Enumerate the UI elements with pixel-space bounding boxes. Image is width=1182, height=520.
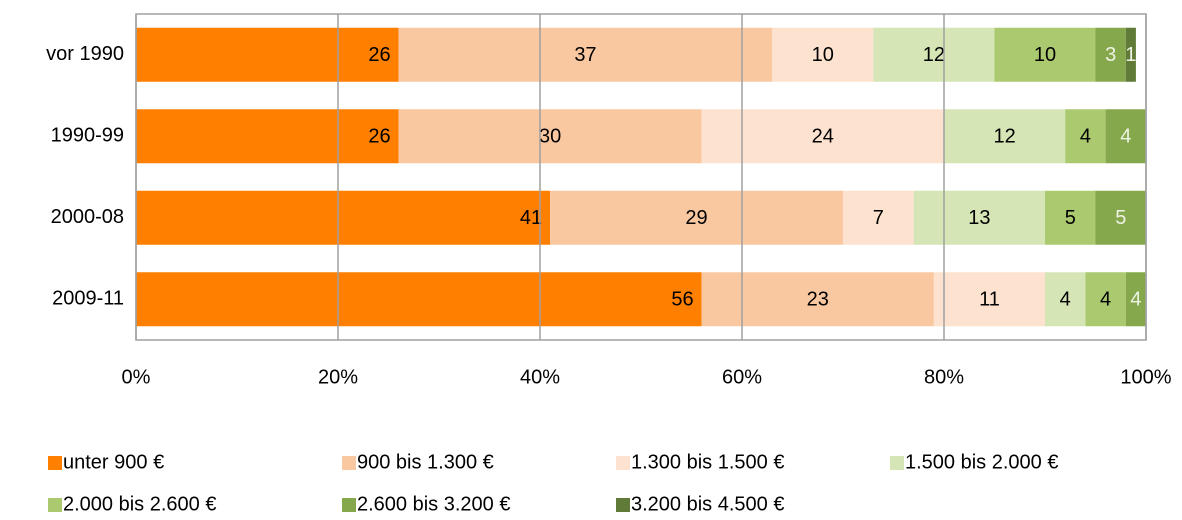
- bar-segment: [136, 109, 399, 164]
- legend-label: 2.600 bis 3.200 €: [357, 493, 510, 515]
- bar-segment: [1085, 272, 1126, 327]
- plot-border: [135, 13, 1147, 341]
- bar-segment: [1045, 190, 1096, 245]
- data-label: 24: [812, 126, 834, 148]
- data-label: 26: [368, 44, 390, 66]
- legend-swatch: [616, 456, 630, 470]
- data-label: 12: [923, 44, 945, 66]
- data-label: 37: [574, 44, 596, 66]
- x-tick-label: 100%: [1120, 366, 1171, 388]
- bar-segment: [944, 109, 1066, 164]
- legend-swatch: [342, 456, 356, 470]
- data-label: 26: [368, 126, 390, 148]
- x-tick-label: 0%: [122, 366, 151, 388]
- data-label: 41: [520, 207, 542, 229]
- bar-segment: [701, 272, 934, 327]
- bar-segment: [136, 272, 702, 327]
- legend-swatch: [48, 498, 62, 512]
- data-label: 56: [671, 289, 693, 311]
- bar-segment: [1105, 109, 1146, 164]
- y-tick-label: 1990-99: [51, 125, 124, 147]
- bar-segment: [873, 27, 995, 82]
- data-label: 1: [1125, 44, 1136, 66]
- legend-label: 900 bis 1.300 €: [357, 451, 494, 473]
- bar-segment: [1095, 190, 1146, 245]
- data-label: 4: [1120, 126, 1131, 148]
- legend-label: unter 900 €: [63, 451, 164, 473]
- data-label: 5: [1115, 207, 1126, 229]
- x-tick-label: 20%: [318, 366, 358, 388]
- x-tick-label: 40%: [520, 366, 560, 388]
- data-label: 3: [1105, 44, 1116, 66]
- legend-label: 1.500 bis 2.000 €: [905, 451, 1058, 473]
- x-tick-label: 80%: [924, 366, 964, 388]
- bar-segment: [398, 109, 702, 164]
- bar-segment: [994, 27, 1096, 82]
- bar-segment: [772, 27, 874, 82]
- data-label: 10: [1034, 44, 1056, 66]
- data-label: 11: [979, 289, 1000, 311]
- y-tick-label: 2009-11: [52, 288, 124, 310]
- data-label: 4: [1060, 289, 1071, 311]
- legend-swatch: [890, 456, 904, 470]
- data-label: 12: [993, 126, 1015, 148]
- y-tick-label: vor 1990: [46, 43, 124, 65]
- data-label: 4: [1100, 289, 1111, 311]
- y-tick-label: 2000-08: [51, 206, 124, 228]
- bar-segment: [1125, 272, 1146, 327]
- bar-segment: [1065, 109, 1106, 164]
- bar-segment: [1045, 272, 1086, 327]
- bar-segment: [550, 190, 843, 245]
- legend-label: 2.000 bis 2.600 €: [63, 493, 216, 515]
- data-label: 13: [968, 207, 990, 229]
- data-label: 4: [1130, 289, 1141, 311]
- legend-label: 3.200 bis 4.500 €: [631, 493, 784, 515]
- legend-swatch: [342, 498, 356, 512]
- bar-segment: [913, 190, 1045, 245]
- bar-segment: [1125, 27, 1136, 82]
- data-label: 5: [1065, 207, 1076, 229]
- plot-area: 26 37 10 12 10 3 126 30 24 12 4 441 29 7 13 5 556 23 11 4 4 4: [136, 27, 1146, 327]
- data-label: 10: [812, 44, 834, 66]
- x-tick-label: 60%: [722, 366, 762, 388]
- data-label: 23: [807, 289, 829, 311]
- bar-segment: [1095, 27, 1126, 82]
- legend-swatch: [616, 498, 630, 512]
- bar-segment: [933, 272, 1045, 327]
- data-label: 7: [873, 207, 884, 229]
- data-label: 4: [1080, 126, 1091, 148]
- bar-segment: [843, 190, 914, 245]
- bar-segment: [398, 27, 773, 82]
- legend-label: 1.300 bis 1.500 €: [631, 451, 784, 473]
- data-label: 30: [539, 126, 561, 148]
- bar-segment: [136, 27, 399, 82]
- legend-swatch: [48, 456, 62, 470]
- data-label: 29: [685, 207, 707, 229]
- bar-segment: [136, 190, 551, 245]
